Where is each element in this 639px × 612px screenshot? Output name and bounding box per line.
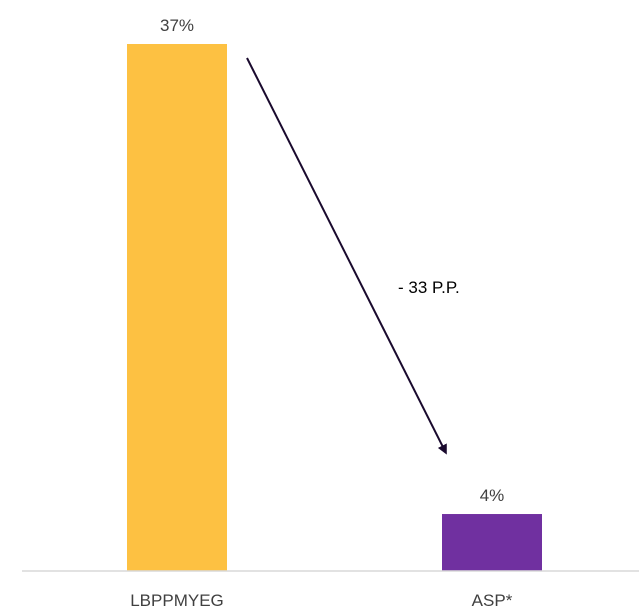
bar-lbppmyeg xyxy=(127,44,227,571)
category-label: LBPPMYEG xyxy=(130,591,224,610)
bars-layer xyxy=(127,44,542,571)
change-arrow xyxy=(246,57,447,455)
bar-asp xyxy=(442,514,542,571)
data-label: 37% xyxy=(160,16,194,35)
category-label: ASP* xyxy=(472,591,513,610)
change-annotation-label: - 33 P.P. xyxy=(398,278,460,297)
data-label: 4% xyxy=(480,486,505,505)
labels-layer: 37% LBPPMYEG 4% ASP* xyxy=(130,16,512,610)
